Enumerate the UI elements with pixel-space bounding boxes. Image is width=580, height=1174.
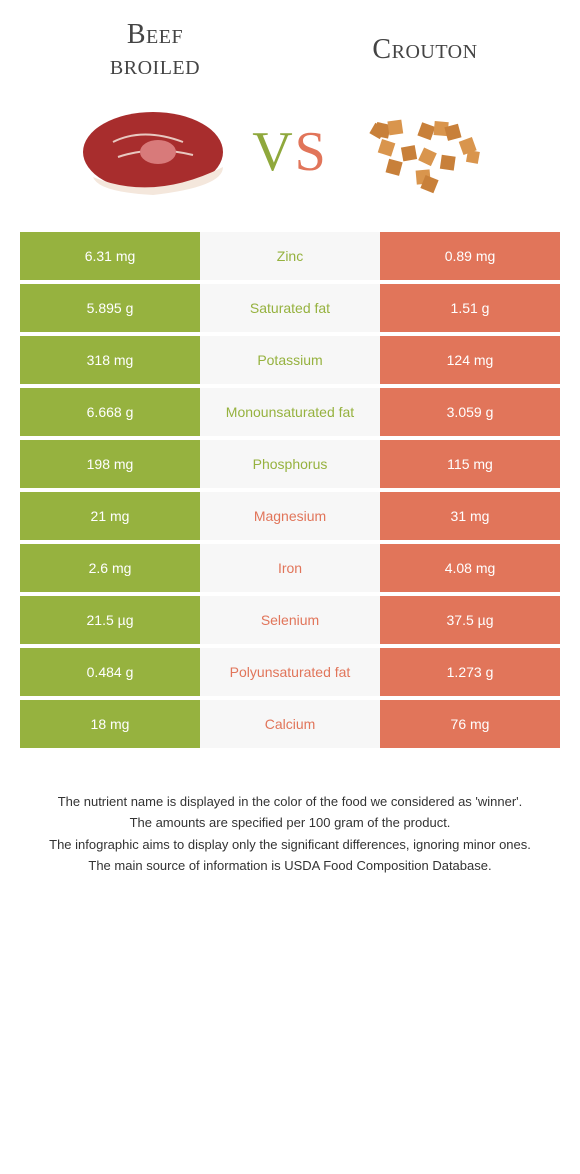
nutrient-row: 5.895 gSaturated fat1.51 g [20,284,560,332]
right-value: 115 mg [380,440,560,488]
nutrient-label: Calcium [200,700,380,748]
right-value: 124 mg [380,336,560,384]
left-value: 21 mg [20,492,200,540]
nutrient-label: Magnesium [200,492,380,540]
nutrient-row: 21.5 µgSelenium37.5 µg [20,596,560,644]
nutrient-row: 0.484 gPolyunsaturated fat1.273 g [20,648,560,696]
left-value: 2.6 mg [20,544,200,592]
beef-icon [73,97,243,207]
right-value: 3.059 g [380,388,560,436]
beef-image [68,92,248,212]
vs-v: V [252,121,294,183]
nutrient-label: Iron [200,544,380,592]
images-row: VS [0,82,580,232]
header-left: Beef broiled [20,20,290,82]
nutrient-row: 6.668 gMonounsaturated fat3.059 g [20,388,560,436]
left-value: 21.5 µg [20,596,200,644]
left-food-title: Beef broiled [20,20,290,82]
left-value: 5.895 g [20,284,200,332]
left-value: 0.484 g [20,648,200,696]
left-value: 6.668 g [20,388,200,436]
right-value: 76 mg [380,700,560,748]
nutrient-label: Potassium [200,336,380,384]
nutrient-label: Phosphorus [200,440,380,488]
nutrient-row: 18 mgCalcium76 mg [20,700,560,748]
right-value: 0.89 mg [380,232,560,280]
right-value: 4.08 mg [380,544,560,592]
vs-s: S [295,121,328,183]
nutrient-label: Saturated fat [200,284,380,332]
header: Beef broiled Crouton [0,0,580,82]
nutrient-table: 6.31 mgZinc0.89 mg5.895 gSaturated fat1.… [0,232,580,748]
right-value: 37.5 µg [380,596,560,644]
left-value: 6.31 mg [20,232,200,280]
right-value: 31 mg [380,492,560,540]
right-food-title: Crouton [290,35,560,66]
right-value: 1.273 g [380,648,560,696]
left-value: 198 mg [20,440,200,488]
header-right: Crouton [290,35,560,66]
footnote-line: The infographic aims to display only the… [30,835,550,855]
crouton-image [332,92,512,212]
left-value: 318 mg [20,336,200,384]
nutrient-row: 21 mgMagnesium31 mg [20,492,560,540]
nutrient-row: 2.6 mgIron4.08 mg [20,544,560,592]
right-value: 1.51 g [380,284,560,332]
footnote-line: The nutrient name is displayed in the co… [30,792,550,812]
nutrient-row: 6.31 mgZinc0.89 mg [20,232,560,280]
nutrient-label: Zinc [200,232,380,280]
footnote-line: The amounts are specified per 100 gram o… [30,813,550,833]
nutrient-row: 198 mgPhosphorus115 mg [20,440,560,488]
footnotes: The nutrient name is displayed in the co… [0,752,580,876]
crouton-icon [337,97,507,207]
nutrient-label: Monounsaturated fat [200,388,380,436]
nutrient-label: Polyunsaturated fat [200,648,380,696]
vs-label: VS [252,120,328,184]
nutrient-row: 318 mgPotassium124 mg [20,336,560,384]
left-value: 18 mg [20,700,200,748]
footnote-line: The main source of information is USDA F… [30,856,550,876]
nutrient-label: Selenium [200,596,380,644]
